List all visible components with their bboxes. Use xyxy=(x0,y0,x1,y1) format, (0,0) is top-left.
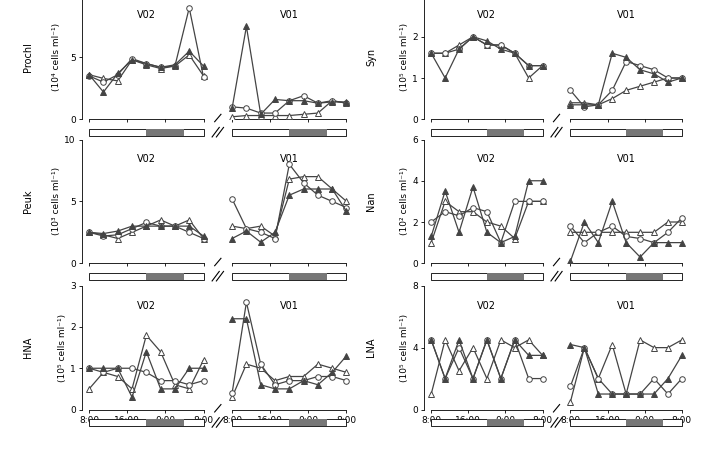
Bar xyxy=(626,419,663,426)
Bar xyxy=(487,419,524,426)
Bar xyxy=(146,273,185,279)
Bar xyxy=(431,419,543,426)
Y-axis label: (10⁴ cells ml⁻¹): (10⁴ cells ml⁻¹) xyxy=(53,23,61,91)
Text: V02: V02 xyxy=(478,10,496,20)
Text: Syn: Syn xyxy=(366,48,376,67)
Bar xyxy=(289,129,327,135)
Y-axis label: (10⁵ cells ml⁻¹): (10⁵ cells ml⁻¹) xyxy=(401,23,409,91)
Bar xyxy=(146,419,185,426)
Bar xyxy=(626,129,663,135)
Text: V01: V01 xyxy=(280,10,299,20)
Y-axis label: (10² cells ml⁻¹): (10² cells ml⁻¹) xyxy=(401,167,409,235)
Y-axis label: (10⁵ cells ml⁻¹): (10⁵ cells ml⁻¹) xyxy=(58,314,67,382)
Bar xyxy=(146,129,185,135)
Text: V02: V02 xyxy=(478,301,496,310)
Bar xyxy=(89,419,203,426)
Text: V01: V01 xyxy=(617,10,635,20)
Bar xyxy=(431,129,543,135)
Text: Prochl: Prochl xyxy=(23,42,33,72)
Text: V02: V02 xyxy=(137,154,156,164)
Text: V02: V02 xyxy=(137,10,156,20)
Text: V02: V02 xyxy=(478,154,496,164)
Text: V01: V01 xyxy=(617,301,635,310)
Text: LNA: LNA xyxy=(366,338,376,357)
Bar xyxy=(431,273,543,279)
Bar xyxy=(487,129,524,135)
Text: Nan: Nan xyxy=(366,192,376,211)
Bar xyxy=(232,129,347,135)
Bar xyxy=(289,273,327,279)
Text: HNA: HNA xyxy=(23,337,33,358)
Text: V02: V02 xyxy=(137,301,156,310)
Bar xyxy=(570,419,682,426)
Bar xyxy=(570,273,682,279)
Text: V01: V01 xyxy=(280,301,299,310)
Bar xyxy=(626,273,663,279)
Bar xyxy=(89,273,203,279)
Text: V01: V01 xyxy=(617,154,635,164)
Y-axis label: (10⁵ cells ml⁻¹): (10⁵ cells ml⁻¹) xyxy=(401,314,409,382)
Text: Peuk: Peuk xyxy=(23,189,33,213)
Bar xyxy=(89,129,203,135)
Bar xyxy=(232,273,347,279)
Bar xyxy=(570,129,682,135)
Text: V01: V01 xyxy=(280,154,299,164)
Bar xyxy=(289,419,327,426)
Bar xyxy=(487,273,524,279)
Bar xyxy=(232,419,347,426)
Y-axis label: (10³ cells ml⁻¹): (10³ cells ml⁻¹) xyxy=(53,167,61,235)
